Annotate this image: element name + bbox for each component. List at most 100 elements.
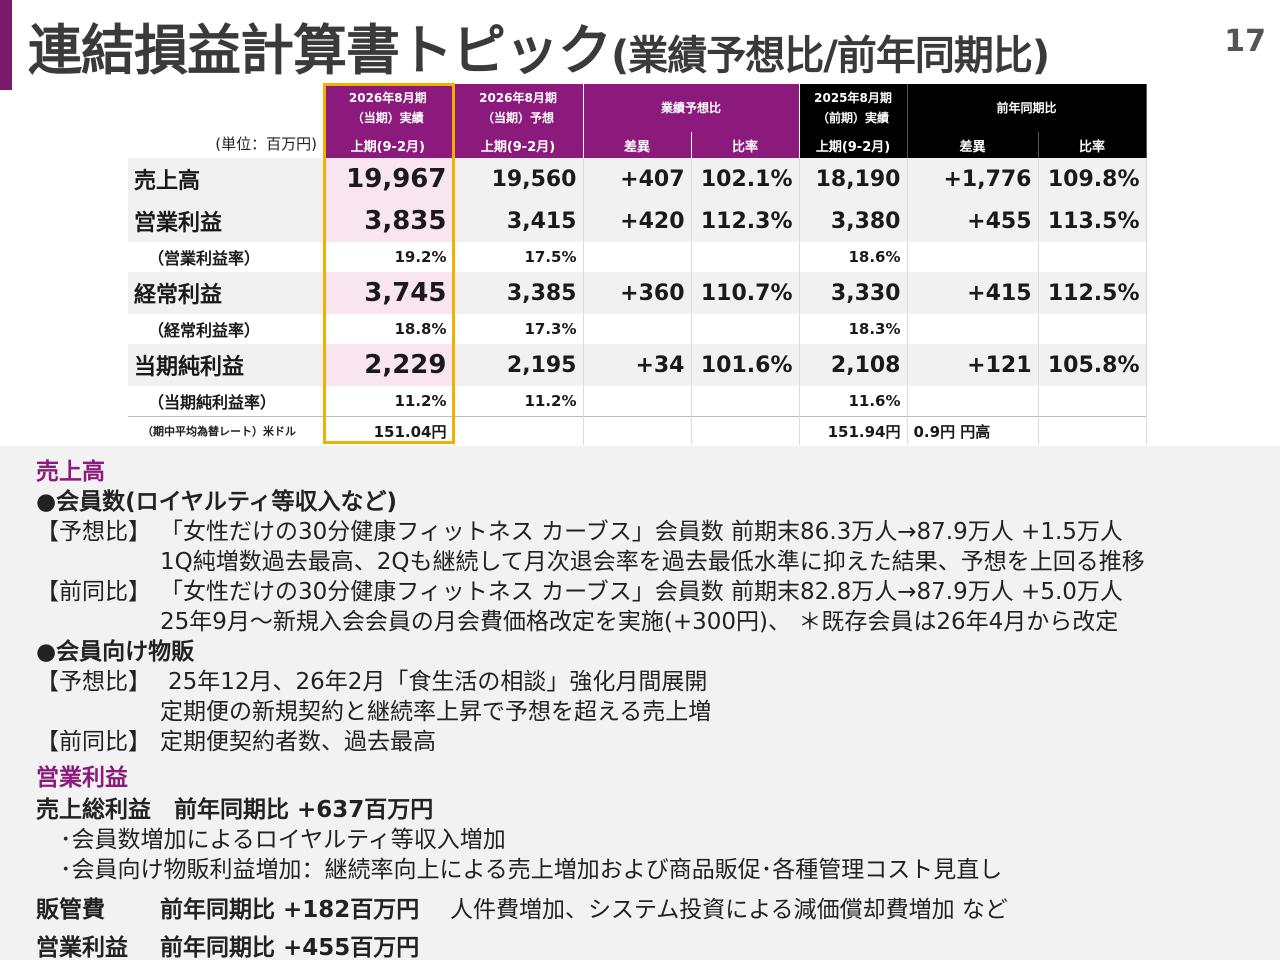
- notes-panel: 売上高 ●会員数(ロイヤルティ等収入など) 【予想比】 「女性だけの30分健康フ…: [0, 446, 1280, 961]
- table-cell: 3,330: [799, 272, 908, 314]
- row-label: （当期純利益率）: [128, 386, 323, 417]
- goods-forecast-line-2: 定期便の新規契約と継続率上昇で予想を超える売上増: [160, 699, 712, 725]
- op-profit-value: 前年同期比 +455百万円: [160, 935, 420, 961]
- table-cell: 110.7%: [691, 272, 800, 314]
- col-header-line: 2026年8月期: [479, 91, 557, 105]
- financial-table: (単位：百万円) 2026年8月期 （当期）実績 2026年8月期 （当期）予想 業…: [128, 84, 1254, 445]
- members-forecast-tag: 【予想比】: [36, 519, 151, 545]
- table-cell: +455: [907, 200, 1039, 242]
- accent-bar: [0, 0, 12, 90]
- members-prior-line-1: 「女性だけの30分健康フィットネス カーブス」会員数 前期末82.8万人→87.…: [160, 579, 1123, 605]
- table-cell: 18.6%: [799, 242, 908, 272]
- table-cell: +407: [583, 158, 692, 200]
- goods-forecast-line-1: 25年12月、26年2月「食生活の相談」強化月間展開: [168, 669, 708, 695]
- subheader-cell: 差異: [907, 132, 1039, 158]
- table-row: 営業利益 3,835 3,415 +420 112.3% 3,380 +455 113.5%: [128, 200, 1254, 242]
- members-prior-tag: 【前同比】: [36, 579, 151, 605]
- col-header-line: （当期）予想: [481, 111, 554, 125]
- table-subheader-row: 上期(9-2月) 上期(9-2月) 差異 比率 上期(9-2月) 差異 比率: [128, 132, 1254, 158]
- unit-label: (単位：百万円): [215, 135, 317, 153]
- col-header-vs-forecast: 業績予想比: [583, 84, 800, 132]
- table-cell: [583, 242, 692, 272]
- table-cell: 11.2%: [453, 386, 584, 417]
- table-cell: [453, 416, 584, 445]
- members-heading: ●会員数(ロイヤルティ等収入など): [36, 489, 398, 515]
- title-sub: (業績予想比/前年同期比): [611, 33, 1050, 79]
- table-row: （営業利益率） 19.2% 17.5% 18.6%: [128, 242, 1254, 272]
- table-cell: 2,229: [323, 344, 454, 386]
- table-cell: 17.5%: [453, 242, 584, 272]
- page-number: 17: [1224, 24, 1266, 59]
- gross-item-2: ･会員向け物販利益増加：継続率向上による売上増加および商品販促･各種管理コスト見…: [60, 857, 1003, 883]
- table-cell: +34: [583, 344, 692, 386]
- table-row: 当期純利益 2,229 2,195 +34 101.6% 2,108 +121 105.8%: [128, 344, 1254, 386]
- page-title: 連結損益計算書トピック(業績予想比/前年同期比): [28, 6, 1050, 85]
- table-cell: 112.3%: [691, 200, 800, 242]
- col-header-line: （当期）実績: [351, 111, 424, 125]
- table-cell: [583, 416, 692, 445]
- goods-prior-tag: 【前同比】: [36, 729, 151, 755]
- table-cell: 3,415: [453, 200, 584, 242]
- subheader-cell: 上期(9-2月): [323, 132, 454, 158]
- table-cell: 0.9円 円高: [907, 416, 1039, 445]
- table-cell: 3,385: [453, 272, 584, 314]
- table-row: （期中平均為替レート）米ドル 151.04円 151.94円 0.9円 円高: [128, 416, 1254, 445]
- row-label: 当期純利益: [128, 344, 323, 386]
- table-cell: [1038, 386, 1147, 417]
- table-cell: 109.8%: [1038, 158, 1147, 200]
- table-cell: 19.2%: [323, 242, 454, 272]
- table-cell: 112.5%: [1038, 272, 1147, 314]
- table-cell: 19,967: [323, 158, 454, 200]
- row-label: 売上高: [128, 158, 323, 200]
- table-cell: 19,560: [453, 158, 584, 200]
- sales-heading: 売上高: [36, 459, 105, 485]
- table-cell: +1,776: [907, 158, 1039, 200]
- subheader-cell: 上期(9-2月): [453, 132, 584, 158]
- col-header-current-forecast: 2026年8月期 （当期）予想: [453, 84, 584, 132]
- table-row: （経常利益率） 18.8% 17.3% 18.3%: [128, 314, 1254, 344]
- row-label: 経常利益: [128, 272, 323, 314]
- members-forecast-line-1: 「女性だけの30分健康フィットネス カーブス」会員数 前期末86.3万人→87.…: [160, 519, 1123, 545]
- table-cell: 101.6%: [691, 344, 800, 386]
- subheader-cell: 上期(9-2月): [799, 132, 908, 158]
- sga-label: 販管費: [36, 897, 105, 923]
- row-label: 営業利益: [128, 200, 323, 242]
- table-header-row: (単位：百万円) 2026年8月期 （当期）実績 2026年8月期 （当期）予想 業…: [128, 84, 1254, 153]
- table-cell: [691, 416, 800, 445]
- table-cell: [691, 386, 800, 417]
- gross-item-1: ･会員数増加によるロイヤルティ等収入増加: [60, 827, 506, 853]
- table-cell: 105.8%: [1038, 344, 1147, 386]
- table-cell: [907, 242, 1039, 272]
- table-cell: 151.94円: [799, 416, 908, 445]
- col-header-line: 2025年8月期: [814, 91, 892, 105]
- sga-note: 人件費増加、システム投資による減価償却費増加 など: [450, 897, 1008, 923]
- goods-forecast-tag: 【予想比】: [36, 669, 151, 695]
- table-row: （当期純利益率） 11.2% 11.2% 11.6%: [128, 386, 1254, 417]
- table-cell: [1038, 416, 1147, 445]
- table-cell: 11.6%: [799, 386, 908, 417]
- table-cell: 2,108: [799, 344, 908, 386]
- sga-value: 前年同期比 +182百万円: [160, 897, 420, 923]
- table-cell: +360: [583, 272, 692, 314]
- table-cell: 11.2%: [323, 386, 454, 417]
- table-cell: 18.8%: [323, 314, 454, 344]
- table-cell: 151.04円: [323, 416, 454, 445]
- subheader-cell: 差異: [583, 132, 692, 158]
- table-cell: [1038, 242, 1147, 272]
- table-cell: +420: [583, 200, 692, 242]
- table-cell: 3,835: [323, 200, 454, 242]
- table-cell: [907, 386, 1039, 417]
- subheader-cell: 比率: [691, 132, 800, 158]
- row-label: （経常利益率）: [128, 314, 323, 344]
- operating-heading: 営業利益: [36, 765, 128, 791]
- table-cell: [691, 314, 800, 344]
- table-cell: [1038, 314, 1147, 344]
- row-label: （期中平均為替レート）米ドル: [128, 416, 323, 445]
- row-label: （営業利益率）: [128, 242, 323, 272]
- table-cell: 18,190: [799, 158, 908, 200]
- table-cell: [691, 242, 800, 272]
- col-header-vs-prior: 前年同期比: [907, 84, 1147, 132]
- table-cell: 3,380: [799, 200, 908, 242]
- table-cell: 3,745: [323, 272, 454, 314]
- op-profit-label: 営業利益: [36, 935, 128, 961]
